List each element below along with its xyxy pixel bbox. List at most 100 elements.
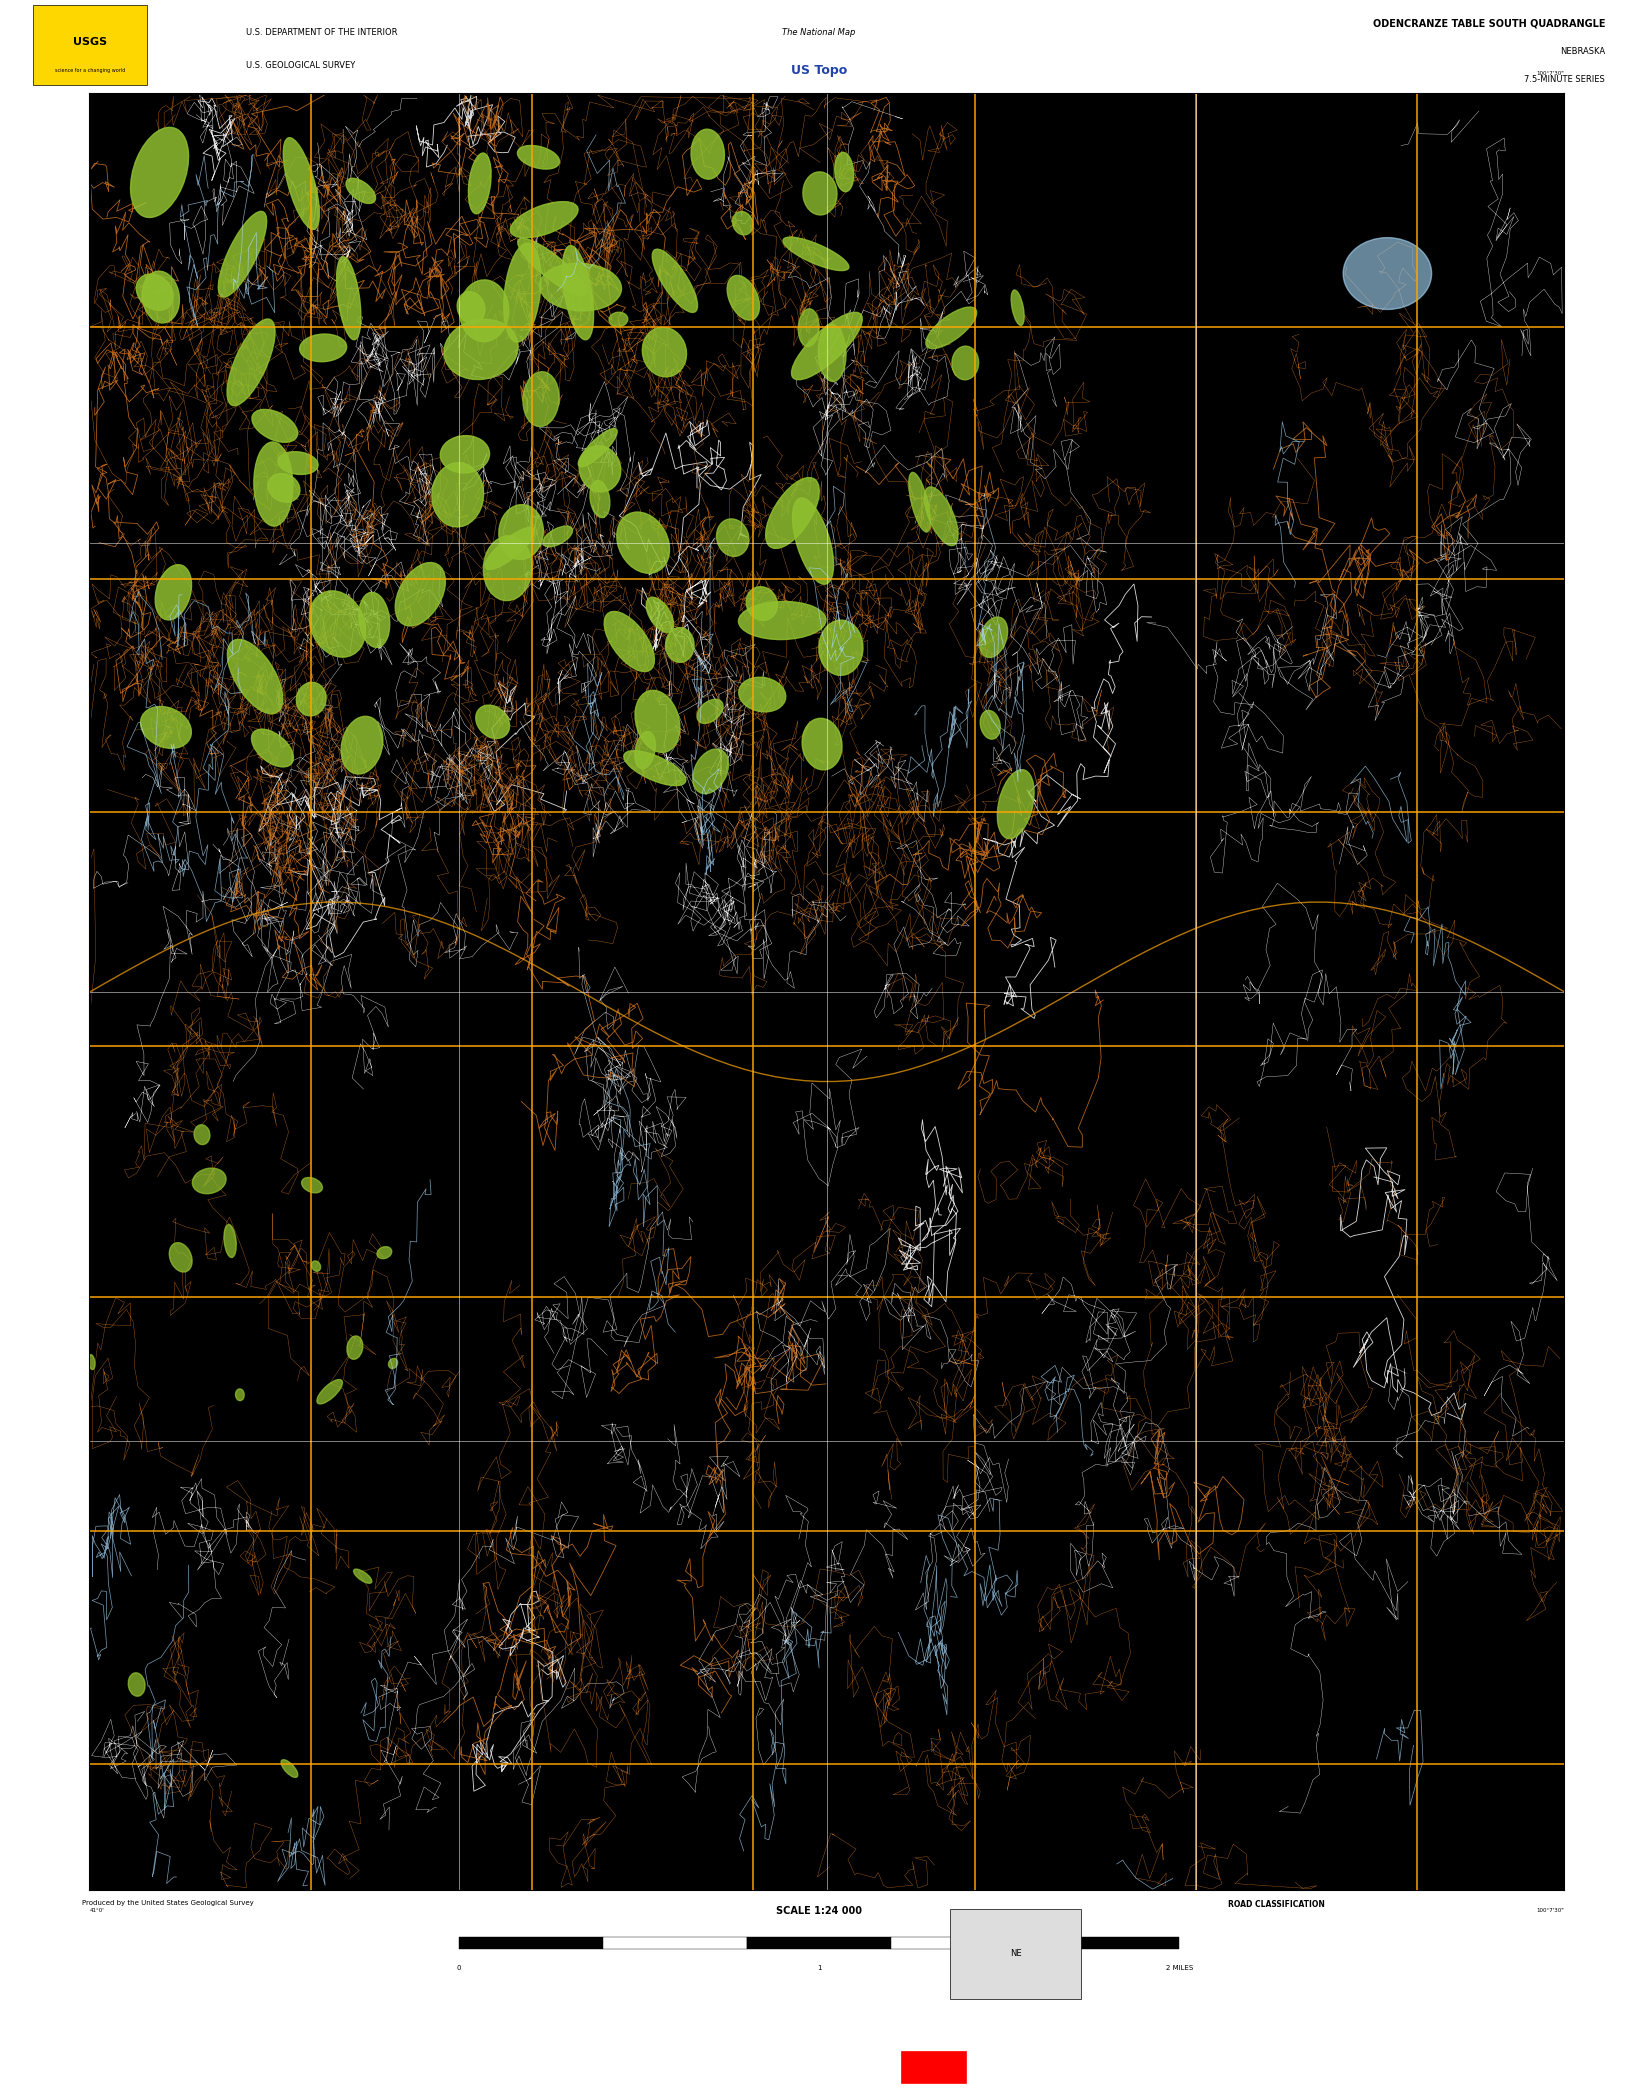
- Ellipse shape: [483, 537, 532, 601]
- Ellipse shape: [1011, 290, 1024, 326]
- Ellipse shape: [432, 464, 483, 526]
- Ellipse shape: [444, 319, 518, 380]
- Ellipse shape: [254, 443, 293, 526]
- Ellipse shape: [998, 770, 1034, 839]
- Ellipse shape: [539, 263, 621, 311]
- Ellipse shape: [980, 710, 1001, 739]
- Text: NEBRASKA: NEBRASKA: [1559, 48, 1605, 56]
- Ellipse shape: [518, 238, 586, 296]
- Ellipse shape: [739, 601, 826, 639]
- Text: 100°7'30": 100°7'30": [1536, 1908, 1564, 1913]
- Ellipse shape: [283, 138, 319, 230]
- Ellipse shape: [193, 1125, 210, 1144]
- Ellipse shape: [819, 324, 847, 382]
- Text: SCALE 1:24 000: SCALE 1:24 000: [776, 1906, 862, 1915]
- Ellipse shape: [924, 487, 958, 545]
- Ellipse shape: [803, 718, 842, 770]
- Ellipse shape: [500, 505, 544, 560]
- Ellipse shape: [636, 731, 655, 768]
- Ellipse shape: [590, 480, 609, 518]
- Ellipse shape: [791, 313, 862, 380]
- Ellipse shape: [747, 587, 778, 620]
- Ellipse shape: [485, 528, 534, 570]
- Ellipse shape: [468, 152, 491, 213]
- Text: The National Map: The National Map: [783, 29, 855, 38]
- Ellipse shape: [835, 152, 853, 192]
- Ellipse shape: [296, 683, 326, 716]
- Ellipse shape: [475, 706, 509, 739]
- Ellipse shape: [252, 409, 298, 443]
- Bar: [950, 1908, 1081, 1998]
- Ellipse shape: [645, 597, 673, 633]
- Ellipse shape: [218, 211, 267, 296]
- Ellipse shape: [457, 292, 485, 324]
- Ellipse shape: [228, 319, 275, 405]
- Ellipse shape: [236, 1389, 244, 1401]
- Ellipse shape: [980, 618, 1007, 658]
- Ellipse shape: [354, 1568, 372, 1583]
- Bar: [459, 1938, 603, 1950]
- Text: science for a changing world: science for a changing world: [56, 69, 124, 73]
- Ellipse shape: [732, 211, 753, 236]
- Ellipse shape: [511, 203, 578, 238]
- Ellipse shape: [282, 1760, 298, 1777]
- Text: 41°7'30": 41°7'30": [90, 71, 115, 75]
- Bar: [901, 2050, 966, 2084]
- Text: 1: 1: [817, 1965, 821, 1971]
- Ellipse shape: [228, 639, 283, 714]
- Ellipse shape: [300, 334, 347, 361]
- Ellipse shape: [269, 474, 300, 503]
- Ellipse shape: [652, 248, 698, 313]
- Ellipse shape: [562, 246, 593, 340]
- Ellipse shape: [739, 677, 786, 712]
- Ellipse shape: [395, 562, 446, 626]
- Ellipse shape: [609, 313, 627, 326]
- Ellipse shape: [311, 1261, 321, 1272]
- Ellipse shape: [618, 512, 670, 574]
- Text: 7.5-MINUTE SERIES: 7.5-MINUTE SERIES: [1525, 75, 1605, 84]
- Ellipse shape: [359, 593, 390, 647]
- Ellipse shape: [301, 1178, 323, 1192]
- Ellipse shape: [388, 1359, 398, 1368]
- Ellipse shape: [803, 171, 837, 215]
- Ellipse shape: [341, 716, 383, 775]
- Bar: [1035, 1938, 1179, 1950]
- Bar: [33, 4, 147, 86]
- Ellipse shape: [909, 472, 930, 532]
- Ellipse shape: [143, 271, 180, 324]
- Ellipse shape: [542, 526, 573, 547]
- Ellipse shape: [346, 177, 375, 203]
- Ellipse shape: [952, 347, 978, 380]
- Text: ROAD CLASSIFICATION: ROAD CLASSIFICATION: [1228, 1900, 1325, 1908]
- Text: NE: NE: [1009, 1948, 1022, 1959]
- Ellipse shape: [665, 628, 695, 662]
- Ellipse shape: [252, 729, 293, 766]
- Ellipse shape: [693, 750, 729, 793]
- Ellipse shape: [698, 699, 722, 722]
- Ellipse shape: [441, 436, 490, 474]
- Ellipse shape: [727, 276, 760, 319]
- Ellipse shape: [783, 238, 848, 271]
- Ellipse shape: [793, 497, 834, 585]
- Bar: [603, 1938, 747, 1950]
- Ellipse shape: [88, 1355, 95, 1370]
- Text: 100°7'30": 100°7'30": [1536, 71, 1564, 75]
- Ellipse shape: [578, 428, 618, 468]
- Ellipse shape: [377, 1247, 391, 1259]
- Ellipse shape: [128, 1672, 146, 1695]
- Ellipse shape: [141, 706, 192, 748]
- Ellipse shape: [798, 309, 819, 347]
- Bar: [747, 1938, 891, 1950]
- Ellipse shape: [925, 307, 976, 349]
- Ellipse shape: [278, 451, 318, 474]
- Ellipse shape: [636, 691, 680, 752]
- Ellipse shape: [136, 274, 174, 311]
- Ellipse shape: [505, 242, 541, 342]
- Ellipse shape: [224, 1224, 236, 1257]
- Ellipse shape: [624, 752, 686, 785]
- Text: US Topo: US Topo: [791, 65, 847, 77]
- Ellipse shape: [169, 1242, 192, 1272]
- Ellipse shape: [131, 127, 188, 217]
- Bar: [891, 1938, 1035, 1950]
- Text: Produced by the United States Geological Survey: Produced by the United States Geological…: [82, 1900, 254, 1906]
